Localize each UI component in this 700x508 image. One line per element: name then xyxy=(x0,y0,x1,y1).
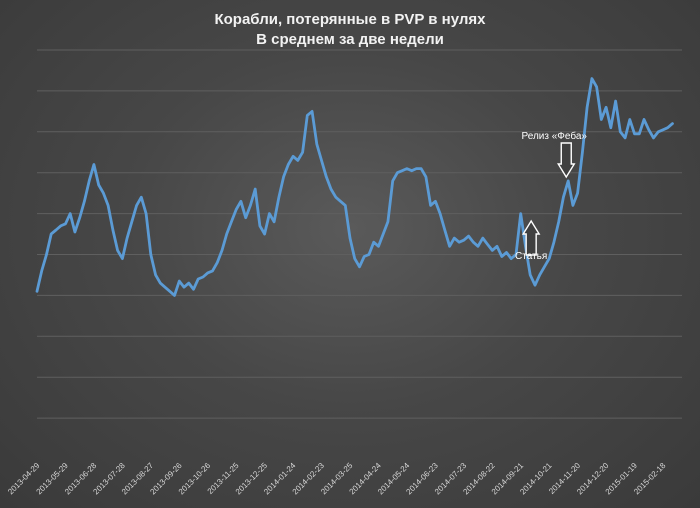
arrow-down-icon xyxy=(557,142,576,179)
gridlines xyxy=(37,49,682,419)
annotation-label: Статья xyxy=(515,251,547,262)
annotations: Статья Релиз «Феба» xyxy=(515,130,587,262)
annotation-label: Релиз «Феба» xyxy=(522,130,588,142)
series-line xyxy=(35,77,674,297)
x-axis-tick-labels: 2013-04-292013-05-292013-06-282013-07-28… xyxy=(6,461,668,497)
chart-subtitle: В среднем за две недели xyxy=(256,31,444,48)
chart-title: Корабли, потерянные в PVP в нулях xyxy=(214,11,486,28)
arrow-up-icon xyxy=(521,219,541,256)
